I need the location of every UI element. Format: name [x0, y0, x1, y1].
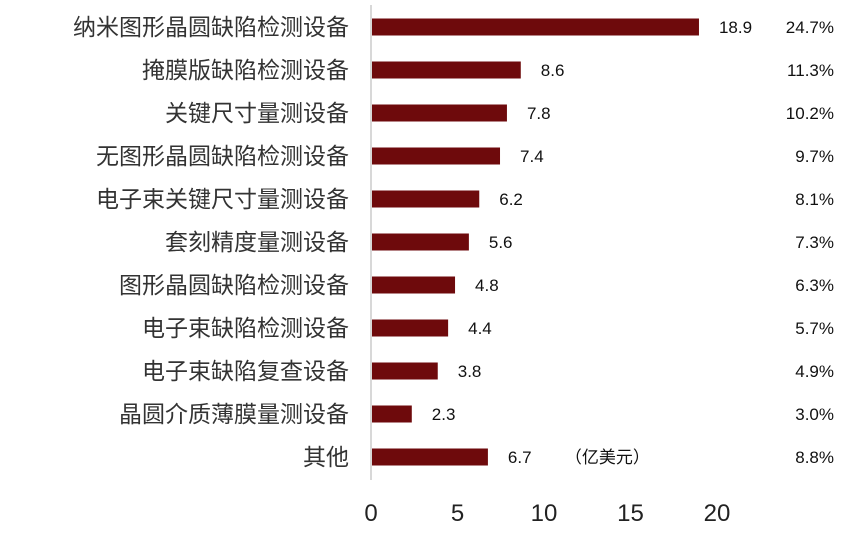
share-label: 6.3%	[795, 276, 834, 295]
value-label: 8.6	[541, 61, 565, 80]
x-tick-label: 10	[531, 500, 558, 527]
category-label: 套刻精度量测设备	[165, 230, 349, 256]
share-label: 7.3%	[795, 233, 834, 252]
share-label: 11.3%	[787, 61, 834, 80]
x-axis-ticks-group: 0 5 10 15 20	[364, 500, 730, 527]
share-label: 24.7%	[786, 18, 834, 37]
value-label: 4.8	[475, 276, 499, 295]
share-label: 8.8%	[795, 448, 834, 467]
value-label: 6.2	[499, 190, 523, 209]
unit-annotation: （亿美元）	[565, 448, 650, 468]
category-label: 关键尺寸量测设备	[165, 101, 349, 127]
category-label: 晶圆介质薄膜量测设备	[119, 402, 349, 428]
bar	[372, 104, 507, 122]
value-label: 7.4	[520, 147, 544, 166]
share-label: 9.7%	[795, 147, 834, 166]
bars-group	[372, 18, 699, 466]
bar	[372, 405, 412, 423]
x-tick-label: 0	[364, 500, 377, 527]
value-label: 18.9	[719, 18, 752, 37]
category-label: 无图形晶圆缺陷检测设备	[96, 144, 349, 170]
x-tick-label: 5	[451, 500, 464, 527]
value-label: 3.8	[458, 362, 482, 381]
bar	[372, 448, 488, 466]
share-label: 8.1%	[795, 190, 834, 209]
bar	[372, 190, 480, 208]
share-label: 4.9%	[795, 362, 834, 381]
category-label: 图形晶圆缺陷检测设备	[119, 273, 349, 299]
category-label: 掩膜版缺陷检测设备	[142, 58, 349, 84]
category-label: 其他	[303, 445, 349, 471]
bar	[372, 319, 449, 337]
bar	[372, 233, 469, 251]
bar	[372, 61, 521, 79]
x-tick-label: 15	[617, 500, 644, 527]
share-label: 10.2%	[786, 104, 834, 123]
category-label: 电子束缺陷复查设备	[142, 359, 349, 385]
value-label: 5.6	[489, 233, 513, 252]
bar	[372, 362, 438, 380]
value-labels-group: 18.9 8.6 7.8 7.4 6.2 5.6 4.8 4.4 3.8 2.3 6.7 （亿美元）	[432, 18, 752, 468]
share-label: 5.7%	[795, 319, 834, 338]
share-label: 3.0%	[795, 405, 834, 424]
bar	[372, 276, 456, 294]
value-label: 7.8	[527, 104, 551, 123]
category-labels-group: 纳米图形晶圆缺陷检测设备掩膜版缺陷检测设备关键尺寸量测设备无图形晶圆缺陷检测设备…	[73, 15, 349, 471]
share-labels-group: 24.7% 11.3% 10.2% 9.7% 8.1% 7.3% 6.3% 5.7% 4.9% 3…	[786, 18, 834, 467]
category-label: 电子束缺陷检测设备	[142, 316, 349, 342]
category-label: 纳米图形晶圆缺陷检测设备	[73, 15, 349, 41]
x-tick-label: 20	[704, 500, 731, 527]
category-label: 电子束关键尺寸量测设备	[96, 187, 349, 213]
value-label: 6.7	[508, 448, 532, 467]
bar	[372, 18, 699, 36]
bar	[372, 147, 501, 165]
value-label: 4.4	[468, 319, 492, 338]
value-label: 2.3	[432, 405, 456, 424]
